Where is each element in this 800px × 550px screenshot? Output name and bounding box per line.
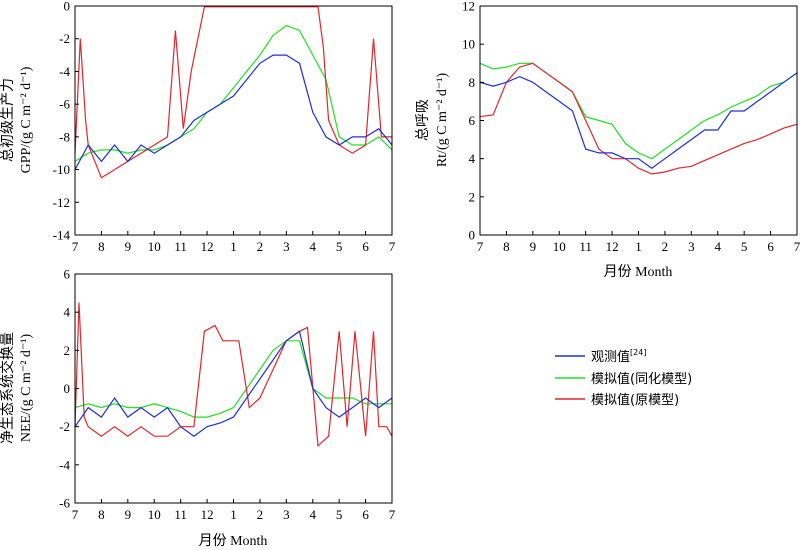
nee-y-ticks: 6 4 2 0 -2 -4 -6 — [59, 267, 79, 511]
nee-y-tick-label: -6 — [59, 496, 70, 511]
rt-x-tick-label: 1 — [635, 239, 642, 254]
rt-plot-frame — [479, 5, 798, 236]
rt-x-tick-label: 11 — [579, 239, 592, 254]
gpp-y-ticks: 0 -2 -4 -6 -8 -10 -12 -14 — [53, 0, 79, 243]
gpp-x-tick-label: 1 — [230, 239, 237, 254]
gpp-x-tick-label: 9 — [125, 239, 132, 254]
gpp-series-assimilation — [74, 24, 393, 162]
gpp-series-original — [74, 6, 392, 179]
nee-x-tick-label: 4 — [310, 507, 317, 522]
gpp-x-tick-label: 4 — [310, 239, 317, 254]
nee-series-assimilation — [74, 340, 392, 418]
gpp-x-tick-label: 11 — [174, 239, 187, 254]
gpp-x-tick-label: 7 — [72, 239, 79, 254]
nee-series-observed — [74, 330, 393, 437]
gpp-y-tick-label: -10 — [53, 162, 70, 177]
nee-x-tick-label: 10 — [148, 507, 161, 522]
nee-x-tick-label: 12 — [201, 507, 214, 522]
rt-plot-lines — [479, 62, 798, 175]
nee-y-tick-label: -2 — [59, 419, 70, 434]
legend-label-original: 模拟值(原模型) — [591, 392, 679, 408]
nee-y-tick-label: 6 — [64, 267, 71, 282]
nee-y-tick-label: 0 — [64, 381, 71, 396]
gpp-y-tick-label: -4 — [59, 64, 70, 79]
rt-ylabel-cn: 总呼吸 — [415, 99, 431, 141]
gpp-series-observed — [74, 54, 393, 170]
rt-y-tick-label: 4 — [469, 151, 476, 166]
nee-xlabel: 月份 Month — [199, 533, 268, 549]
rt-y-tick-label: 12 — [462, 0, 475, 14]
rt-series-observed — [479, 72, 798, 169]
rt-series-original — [479, 62, 798, 175]
gpp-x-tick-label: 10 — [148, 239, 161, 254]
gpp-x-tick-label: 2 — [257, 239, 264, 254]
gpp-y-tick-label: -6 — [59, 97, 70, 112]
rt-y-tick-label: 0 — [469, 228, 476, 243]
gpp-plot-lines — [74, 6, 393, 179]
rt-series-assimilation — [479, 62, 798, 160]
nee-x-tick-label: 5 — [336, 507, 343, 522]
gpp-y-tick-label: -12 — [53, 195, 70, 210]
gpp-ylabel-cn: 总初级生产力 — [0, 78, 16, 162]
gpp-x-ticks: 7 8 9 10 11 12 1 2 3 4 5 6 7 — [72, 231, 396, 254]
rt-ylabel-en: Rt/(g C m⁻² d⁻¹) — [435, 72, 450, 167]
nee-ylabel-cn: 净生态系统交换量 — [0, 332, 16, 444]
nee-x-ticks: 7 8 9 10 11 12 1 2 3 4 5 6 7 — [72, 499, 396, 522]
rt-x-tick-label: 8 — [503, 239, 510, 254]
nee-x-tick-label: 1 — [230, 507, 237, 522]
rt-x-ticks: 7 8 9 10 11 12 1 2 3 4 5 6 7 — [477, 231, 800, 254]
legend-label-assimilation: 模拟值(同化模型) — [591, 371, 692, 387]
rt-x-tick-label: 3 — [688, 239, 695, 254]
rt-y-tick-label: 8 — [469, 75, 476, 90]
nee-x-tick-label: 11 — [174, 507, 187, 522]
rt-y-tick-label: 6 — [469, 113, 476, 128]
rt-x-tick-label: 7 — [477, 239, 484, 254]
gpp-plot-frame — [74, 5, 393, 236]
rt-x-tick-label: 12 — [606, 239, 619, 254]
gpp-x-tick-label: 6 — [362, 239, 369, 254]
nee-x-tick-label: 3 — [283, 507, 290, 522]
legend-observed-ref: [24] — [630, 348, 646, 357]
legend-label-observed: 观测值[24] — [591, 348, 646, 365]
rt-y-tick-label: 10 — [462, 37, 475, 52]
rt-x-tick-label: 6 — [767, 239, 774, 254]
nee-y-tick-label: 4 — [64, 305, 71, 320]
gpp-y-tick-label: 0 — [64, 0, 71, 14]
rt-x-tick-label: 2 — [662, 239, 669, 254]
gpp-panel: 0-2-4-6-8-10-12-14 7 8 9 10 11 12 1 2 3 4 5 6 7 总初级生… — [0, 0, 396, 254]
gpp-x-tick-label: 7 — [389, 239, 396, 254]
nee-series-original — [74, 302, 393, 448]
nee-y-tick-label: -4 — [59, 457, 70, 472]
gpp-y-tick-label: -2 — [59, 31, 70, 46]
rt-x-tick-label: 9 — [530, 239, 537, 254]
legend: 观测值[24] 模拟值(同化模型) 模拟值(原模型) — [555, 348, 692, 408]
nee-x-tick-label: 9 — [125, 507, 132, 522]
nee-plot-lines — [74, 302, 393, 448]
nee-x-tick-label: 7 — [72, 507, 79, 522]
gpp-y-tick-label: -8 — [59, 129, 70, 144]
gpp-x-tick-label: 3 — [283, 239, 290, 254]
nee-ylabel-en: NEE/(g C m⁻² d⁻¹) — [19, 334, 34, 443]
gpp-x-tick-label: 8 — [98, 239, 105, 254]
gpp-x-tick-label: 12 — [201, 239, 214, 254]
rt-x-tick-label: 5 — [741, 239, 748, 254]
rt-x-tick-label: 7 — [794, 239, 800, 254]
rt-y-tick-label: 2 — [469, 189, 476, 204]
rt-x-tick-label: 4 — [715, 239, 722, 254]
nee-y-tick-label: 2 — [64, 343, 71, 358]
nee-x-tick-label: 2 — [257, 507, 264, 522]
rt-x-tick-label: 10 — [553, 239, 566, 254]
rt-y-ticks: 12 10 8 6 4 2 0 — [462, 0, 484, 243]
gpp-ylabel-en: GPP/(g C m⁻² d⁻¹) — [19, 66, 34, 173]
rt-xlabel: 月份 Month — [604, 264, 673, 280]
gpp-y-tick-label: -14 — [53, 228, 71, 243]
gpp-x-tick-label: 5 — [336, 239, 343, 254]
nee-x-tick-label: 7 — [389, 507, 396, 522]
nee-x-tick-label: 8 — [98, 507, 105, 522]
nee-x-tick-label: 6 — [362, 507, 369, 522]
